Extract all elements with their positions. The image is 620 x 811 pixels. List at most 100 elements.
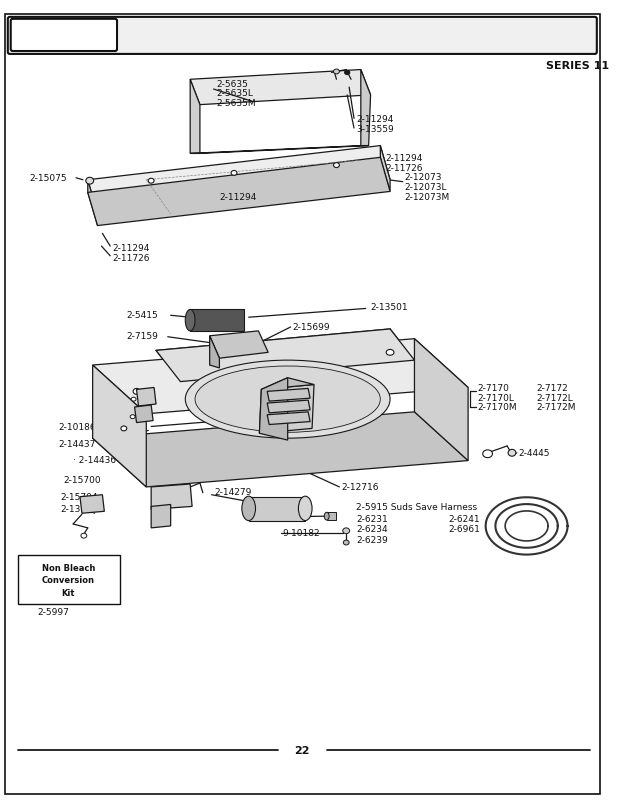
- Text: 2-11294: 2-11294: [385, 153, 423, 162]
- FancyBboxPatch shape: [11, 19, 117, 52]
- Bar: [249, 497, 305, 521]
- Ellipse shape: [131, 397, 136, 401]
- Ellipse shape: [334, 164, 339, 169]
- Text: 2-14437: 2-14437: [58, 439, 96, 448]
- Polygon shape: [80, 495, 104, 513]
- Ellipse shape: [231, 171, 237, 176]
- Bar: [327, 513, 337, 521]
- Ellipse shape: [81, 534, 87, 539]
- Polygon shape: [380, 147, 390, 192]
- Polygon shape: [361, 71, 371, 147]
- Text: 2-10186: 2-10186: [390, 354, 428, 363]
- Text: 3-13559: 3-13559: [356, 124, 394, 133]
- Ellipse shape: [130, 415, 135, 419]
- Text: 2-11294: 2-11294: [356, 114, 393, 123]
- Ellipse shape: [195, 367, 380, 433]
- Polygon shape: [190, 71, 371, 105]
- Text: 2-12073: 2-12073: [405, 173, 442, 182]
- Polygon shape: [92, 366, 146, 487]
- Ellipse shape: [343, 540, 349, 545]
- Text: 2-5635: 2-5635: [216, 79, 249, 88]
- Text: 2-5915 Suds Save Harness: 2-5915 Suds Save Harness: [356, 502, 477, 511]
- Ellipse shape: [242, 496, 255, 521]
- Text: 2-15075: 2-15075: [29, 174, 67, 183]
- Text: ALL MODELS: ALL MODELS: [22, 30, 105, 43]
- Polygon shape: [190, 80, 200, 154]
- Polygon shape: [267, 401, 310, 414]
- Text: 2-7170: 2-7170: [478, 384, 510, 393]
- Ellipse shape: [86, 178, 94, 185]
- Polygon shape: [92, 339, 468, 414]
- Text: 9-10182: 9-10182: [283, 529, 321, 538]
- FancyBboxPatch shape: [8, 18, 597, 55]
- Text: 2-12073M: 2-12073M: [405, 192, 450, 202]
- Polygon shape: [156, 329, 414, 382]
- Polygon shape: [210, 332, 268, 358]
- Polygon shape: [88, 181, 97, 226]
- Ellipse shape: [298, 496, 312, 521]
- Text: 2-6234: 2-6234: [356, 525, 388, 534]
- Polygon shape: [267, 412, 310, 425]
- Polygon shape: [259, 385, 314, 434]
- Text: 2-15699: 2-15699: [293, 322, 330, 331]
- Text: 2-14279: 2-14279: [215, 487, 252, 496]
- Text: 2-6231: 2-6231: [356, 514, 388, 523]
- Polygon shape: [267, 389, 310, 401]
- Text: 2-10186: 2-10186: [58, 423, 96, 431]
- Text: 2-7170M: 2-7170M: [478, 403, 518, 412]
- Polygon shape: [414, 339, 468, 461]
- Text: 2-7172L: 2-7172L: [536, 393, 573, 402]
- Text: 2-11500: 2-11500: [262, 512, 299, 521]
- Text: 22: 22: [294, 745, 310, 755]
- Polygon shape: [190, 147, 369, 154]
- Text: 2-7170L: 2-7170L: [478, 393, 515, 402]
- Polygon shape: [135, 406, 153, 423]
- Text: 2-4445: 2-4445: [519, 448, 551, 457]
- Text: 2-15700: 2-15700: [63, 475, 101, 484]
- Text: 2-5635L: 2-5635L: [216, 89, 254, 98]
- Text: 2-11294: 2-11294: [112, 244, 149, 253]
- Polygon shape: [88, 147, 390, 215]
- Polygon shape: [262, 378, 314, 390]
- Text: 2-12073L: 2-12073L: [405, 182, 447, 192]
- Text: 2-5056: 2-5056: [95, 397, 128, 406]
- Text: 2-5997: 2-5997: [38, 607, 69, 616]
- Ellipse shape: [185, 310, 195, 332]
- Text: 2-7172M: 2-7172M: [536, 403, 576, 412]
- Ellipse shape: [121, 427, 126, 431]
- Ellipse shape: [334, 70, 339, 75]
- Polygon shape: [92, 412, 468, 487]
- Text: 2-7172: 2-7172: [536, 384, 568, 393]
- Text: 2-6961: 2-6961: [449, 525, 480, 534]
- Text: 2-5415: 2-5415: [126, 311, 159, 320]
- Ellipse shape: [483, 450, 492, 458]
- Text: · 2-14436: · 2-14436: [73, 456, 117, 465]
- Polygon shape: [210, 337, 219, 368]
- Ellipse shape: [345, 71, 350, 75]
- Text: 2-11726: 2-11726: [112, 254, 149, 263]
- Ellipse shape: [508, 450, 516, 457]
- Polygon shape: [259, 378, 288, 440]
- Text: 2-11294: 2-11294: [219, 192, 257, 202]
- Text: 2-13720: 2-13720: [61, 504, 98, 513]
- Bar: [17, 556, 120, 604]
- Text: 2-5635M: 2-5635M: [216, 99, 256, 108]
- Text: SERIES 11: SERIES 11: [546, 61, 609, 71]
- Bar: [190, 310, 244, 332]
- Ellipse shape: [343, 528, 350, 534]
- Text: 2-12716: 2-12716: [342, 483, 379, 491]
- Ellipse shape: [185, 361, 390, 439]
- Text: 2-7159: 2-7159: [126, 332, 159, 341]
- Text: 2-6241: 2-6241: [449, 514, 480, 523]
- Polygon shape: [88, 158, 390, 226]
- Polygon shape: [136, 388, 156, 406]
- Ellipse shape: [148, 179, 154, 184]
- Text: 2-15704: 2-15704: [61, 492, 98, 501]
- Ellipse shape: [324, 513, 329, 521]
- Text: 2-15700: 2-15700: [164, 475, 202, 484]
- Text: 2-6239: 2-6239: [356, 535, 388, 544]
- Polygon shape: [151, 484, 192, 510]
- Text: 2-11881: 2-11881: [95, 384, 133, 393]
- Text: Non Bleach
Conversion
Kit: Non Bleach Conversion Kit: [42, 563, 95, 597]
- Ellipse shape: [386, 350, 394, 356]
